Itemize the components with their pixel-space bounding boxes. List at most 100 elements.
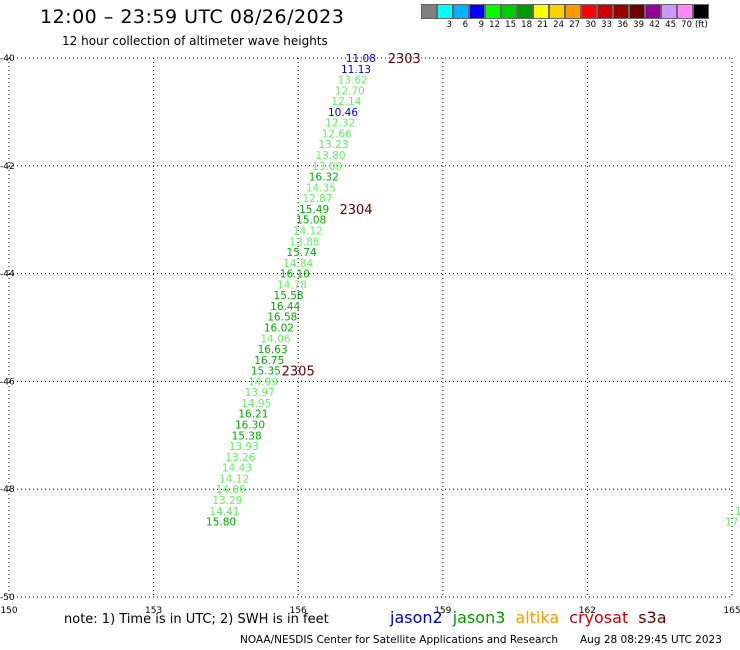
color-scale-label: 9: [478, 20, 484, 30]
color-swatch: [613, 4, 629, 19]
color-scale-labels: 3 6 9 12 15 18 21 24 27 30 33 36 39 42 45 70 (ft): [421, 19, 709, 31]
mission-legend-cryosat: cryosat: [569, 608, 629, 627]
color-swatch: [469, 4, 485, 19]
color-swatch: [549, 4, 565, 19]
wave-height-value: 12.87: [302, 193, 332, 205]
note-text: note: 1) Time is in UTC; 2) SWH is in fe…: [64, 612, 329, 627]
color-scale-label: 39: [633, 20, 644, 30]
x-tick-label: 153: [145, 606, 162, 616]
color-scale-label: 21: [537, 20, 548, 30]
x-tick-label: 165: [723, 606, 740, 616]
wave-height-value: 14.12: [293, 225, 323, 237]
wave-height-value: 15.08: [296, 215, 326, 227]
wave-height-value: 16.58: [267, 312, 297, 324]
wave-height-value: 14.95: [241, 398, 271, 410]
x-tick-label: 159: [434, 606, 451, 616]
color-swatch: [581, 4, 597, 19]
mission-legend-jason2: jason2: [390, 608, 443, 627]
color-scale-label: 42: [649, 20, 660, 30]
wave-height-value: 16.75: [254, 355, 284, 367]
wave-height-value: 14.99: [248, 376, 278, 388]
wave-height-value: 11.08: [346, 53, 376, 65]
color-swatch: [533, 4, 549, 19]
wave-height-value: 16.30: [235, 420, 265, 432]
wave-height-value: 14.41: [209, 506, 239, 518]
page-title: 12:00 – 23:59 UTC 08/26/2023: [40, 6, 345, 28]
wave-height-value: 17.3: [725, 517, 740, 529]
color-scale-label: 12: [489, 20, 500, 30]
wave-height-value: 13.62: [338, 75, 368, 87]
wave-height-value: 12.14: [331, 96, 361, 108]
color-swatch: [453, 4, 469, 19]
wave-height-value: 14.86: [216, 484, 246, 496]
color-scale-label: 33: [601, 20, 612, 30]
page-subtitle: 12 hour collection of altimeter wave hei…: [62, 34, 328, 48]
color-swatch: [693, 4, 709, 19]
color-scale-label: 30: [585, 20, 596, 30]
wave-height-value: 12.32: [325, 118, 355, 130]
x-tick-label: 150: [0, 606, 17, 616]
color-scale-label: 24: [553, 20, 564, 30]
wave-height-value: 10.46: [328, 107, 358, 119]
y-tick-label: -50: [0, 593, 15, 603]
color-swatch: [485, 4, 501, 19]
time-label: 2305: [282, 365, 315, 380]
wave-height-value: 13.80: [315, 150, 345, 162]
color-scale-label: 45: [665, 20, 676, 30]
color-scale-label: 18: [521, 20, 532, 30]
wave-height-value: 13.26: [225, 452, 255, 464]
wave-height-value: 14.78: [277, 279, 307, 291]
wave-height-value: 12.66: [322, 128, 352, 140]
color-swatch: [517, 4, 533, 19]
wave-height-value: 13.97: [245, 387, 275, 399]
time-label: 2303: [388, 52, 421, 67]
time-label: 2304: [339, 203, 372, 218]
color-swatch: [645, 4, 661, 19]
wave-height-value: 17: [735, 506, 740, 518]
footer-timestamp: Aug 28 08:29:45 UTC 2023: [580, 634, 722, 646]
color-scale-label: 3: [446, 20, 452, 30]
wave-height-value: 13.88: [289, 236, 319, 248]
wave-height-value: 12.70: [335, 85, 365, 97]
wave-height-value: 14.84: [283, 258, 313, 270]
wave-height-value: 14.12: [219, 473, 249, 485]
wave-height-value: 13.00: [312, 161, 342, 173]
mission-legend-s3a: s3a: [638, 608, 667, 627]
color-scale-label: 6: [462, 20, 468, 30]
y-tick-label: -48: [0, 485, 15, 495]
mission-legend: jason2 jason3 altika cryosat s3a: [390, 608, 677, 627]
wave-height-value: 11.13: [341, 64, 371, 76]
color-scale-label: 15: [505, 20, 516, 30]
wave-height-value: 16.10: [280, 269, 310, 281]
color-scale-label: 36: [617, 20, 628, 30]
y-tick-label: -40: [0, 54, 15, 64]
color-swatch: [421, 4, 437, 19]
footer-credit: NOAA/NESDIS Center for Satellite Applica…: [240, 634, 558, 646]
color-swatch: [501, 4, 517, 19]
wave-height-value: 16.32: [309, 172, 339, 184]
wave-height-value: 13.93: [229, 441, 259, 453]
color-scale-legend: 3 6 9 12 15 18 21 24 27 30 33 36 39 42 45 70 (ft): [421, 4, 709, 31]
wave-height-value: 16.44: [270, 301, 300, 313]
wave-height-value: 14.35: [306, 182, 336, 194]
mission-legend-jason3: jason3: [452, 608, 506, 627]
wave-height-value: 15.80: [206, 517, 236, 529]
wave-height-value: 13.23: [318, 139, 348, 151]
color-swatch: [437, 4, 453, 19]
wave-height-value: 14.43: [222, 463, 252, 475]
x-tick-label: 156: [290, 606, 307, 616]
wave-height-value: 15.35: [251, 366, 281, 378]
y-tick-label: -44: [0, 270, 15, 280]
wave-height-value: 16.02: [264, 323, 294, 335]
color-scale-swatches: [421, 4, 709, 19]
color-scale-unit: (ft): [695, 20, 708, 30]
wave-height-value: 13.29: [212, 495, 242, 507]
color-swatch: [661, 4, 677, 19]
y-tick-label: -42: [0, 162, 15, 172]
color-swatch: [677, 4, 693, 19]
color-swatch: [565, 4, 581, 19]
mission-legend-altika: altika: [515, 608, 560, 627]
y-tick-label: -46: [0, 377, 15, 387]
x-tick-label: 162: [579, 606, 596, 616]
